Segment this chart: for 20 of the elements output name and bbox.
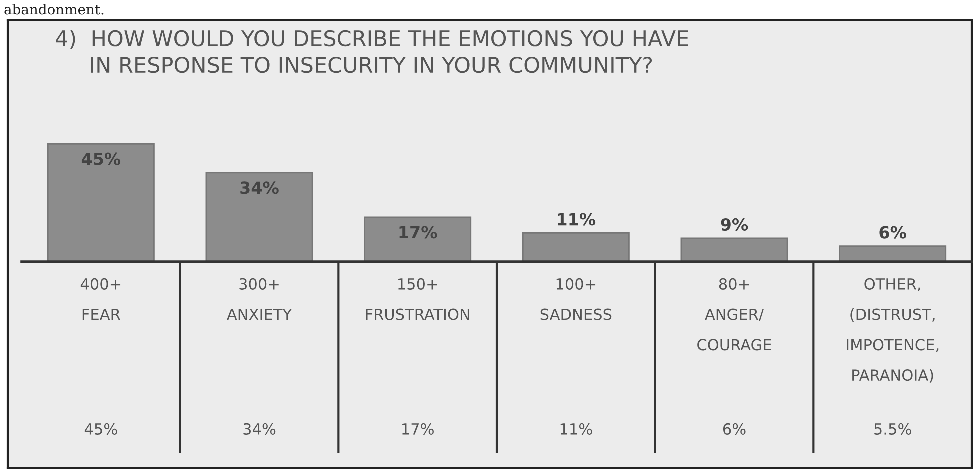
data-label: 17% — [400, 226, 438, 239]
bar — [839, 246, 947, 262]
category-label: 400+ FEAR 45% — [80, 278, 121, 435]
category-label: 300+ ANXIETY 34% — [227, 278, 292, 435]
category-label: OTHER, (DISTRUST, IMPOTENCE, PARANOIA) 5.5% — [847, 278, 939, 435]
category-label: 100+ SADNESS 11% — [540, 278, 612, 435]
data-label: 6% — [880, 226, 906, 239]
chart-title: 4) HOW WOULD YOU DESCRIBE THE EMOTIONS YOU HAVE IN RESPONSE TO INSECURITY IN YOUR COMMUNITY? — [56, 30, 688, 74]
data-label: 34% — [240, 182, 279, 194]
data-label: 11% — [558, 213, 596, 226]
bar — [206, 172, 314, 262]
data-label: 9% — [721, 218, 748, 232]
category-label: 80+ ANGER/ COURAGE 6% — [698, 278, 772, 435]
bar — [364, 216, 472, 262]
bar — [47, 143, 155, 262]
data-label: 45% — [82, 152, 121, 166]
text: abandonment. — [4, 4, 104, 15]
category-label: 150+ FRUSTRATION 17% — [366, 278, 470, 435]
bar — [680, 238, 788, 262]
bar — [522, 232, 630, 262]
